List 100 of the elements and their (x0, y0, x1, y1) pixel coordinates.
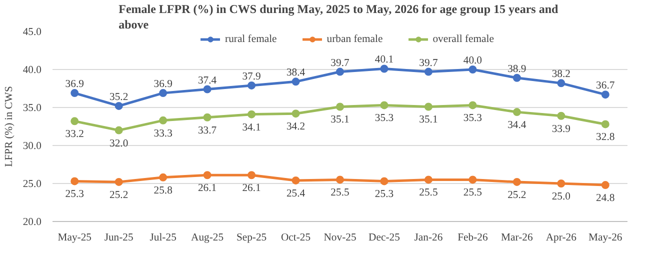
point (468, 66, 477, 74)
point (292, 110, 300, 118)
point (203, 85, 212, 94)
point (114, 102, 123, 110)
point (601, 90, 610, 99)
point (424, 176, 432, 184)
point (601, 120, 610, 128)
point (248, 110, 256, 118)
legend-label: overall female (432, 33, 494, 45)
y-tick-label: 40.0 (22, 65, 42, 76)
legend-label: rural female (225, 33, 277, 45)
data-label: 25.5 (463, 188, 482, 199)
data-label: 32.8 (596, 132, 615, 144)
data-label: 37.4 (198, 75, 218, 86)
point (159, 173, 168, 182)
point (557, 180, 566, 188)
data-label: 38.2 (552, 69, 570, 80)
data-label: 25.0 (552, 192, 570, 202)
data-label: 40.1 (374, 54, 394, 66)
point (557, 112, 566, 120)
point (292, 176, 300, 184)
point (512, 108, 521, 116)
point (114, 178, 123, 186)
y-axis-title: LFPR (%) in CWS (4, 86, 15, 167)
point (159, 116, 168, 124)
point (468, 101, 477, 110)
point (203, 113, 212, 122)
point (512, 74, 521, 82)
x-tick-label: Sep-25 (236, 232, 267, 244)
data-label: 39.7 (330, 58, 350, 69)
data-label: 35.1 (330, 114, 350, 126)
point (424, 102, 432, 111)
data-label: 25.5 (419, 188, 438, 199)
point (557, 79, 566, 88)
point (248, 171, 256, 180)
data-label: 32.0 (110, 138, 128, 150)
x-tick-label: Apr-26 (546, 232, 578, 244)
point (292, 78, 300, 86)
data-label: 33.9 (552, 124, 570, 135)
data-label: 35.1 (419, 114, 438, 126)
data-label: 40.0 (463, 56, 482, 66)
data-label: 34.2 (286, 122, 306, 133)
x-tick-label: Jan-26 (414, 232, 444, 244)
data-label: 26.1 (198, 183, 217, 194)
data-label: 24.8 (596, 193, 615, 204)
x-tick-label: May-25 (58, 232, 92, 244)
data-label: 37.9 (242, 71, 261, 82)
x-tick-label: Dec-25 (368, 232, 400, 244)
x-tick-label: Aug-25 (191, 232, 224, 244)
point (159, 89, 168, 98)
data-label: 38.9 (508, 64, 526, 75)
data-label: 35.2 (110, 92, 128, 103)
data-label: 25.2 (110, 190, 128, 201)
point (70, 117, 79, 126)
x-tick-label: Mar-26 (501, 232, 534, 244)
data-label: 34.4 (508, 120, 527, 132)
data-label: 38.4 (286, 68, 306, 79)
data-label: 25.3 (374, 189, 394, 200)
x-tick-label: Jun-25 (104, 232, 134, 244)
point (70, 89, 79, 98)
data-label: 25.2 (508, 190, 526, 201)
data-label: 36.9 (65, 79, 84, 90)
legend-label: urban female (326, 33, 383, 45)
point (336, 176, 344, 184)
data-label: 34.1 (242, 122, 261, 134)
y-tick-label: 45.0 (22, 27, 42, 38)
y-tick-label: 20.0 (22, 217, 42, 228)
point (336, 102, 344, 111)
point (114, 126, 123, 134)
data-label: 33.2 (65, 129, 84, 140)
point (248, 81, 256, 90)
data-label: 35.3 (463, 113, 482, 124)
point (380, 101, 388, 110)
data-label: 33.7 (198, 125, 218, 136)
data-label: 33.3 (154, 128, 172, 140)
point (512, 178, 521, 186)
data-label: 25.3 (65, 189, 84, 200)
data-label: 36.9 (154, 79, 172, 90)
data-label: 25.4 (286, 188, 306, 200)
point (380, 64, 388, 73)
point (424, 68, 432, 76)
point (468, 176, 477, 184)
data-label: 36.7 (596, 80, 616, 92)
data-label: 39.7 (419, 58, 438, 69)
y-tick-label: 25.0 (22, 179, 42, 190)
data-label: 25.5 (330, 188, 350, 199)
data-label: 25.8 (154, 185, 172, 196)
data-label: 26.1 (242, 183, 261, 194)
point (70, 177, 79, 186)
y-tick-label: 35.0 (22, 103, 42, 114)
point (601, 181, 610, 190)
x-tick-label: Feb-26 (458, 232, 488, 244)
x-tick-label: Nov-25 (324, 232, 356, 244)
point (203, 171, 212, 180)
y-tick-label: 30.0 (22, 141, 42, 152)
point (336, 68, 344, 76)
x-tick-label: May-26 (588, 232, 623, 244)
x-tick-label: Jul-25 (150, 232, 176, 244)
x-tick-label: Oct-25 (280, 232, 311, 244)
point (380, 177, 388, 186)
